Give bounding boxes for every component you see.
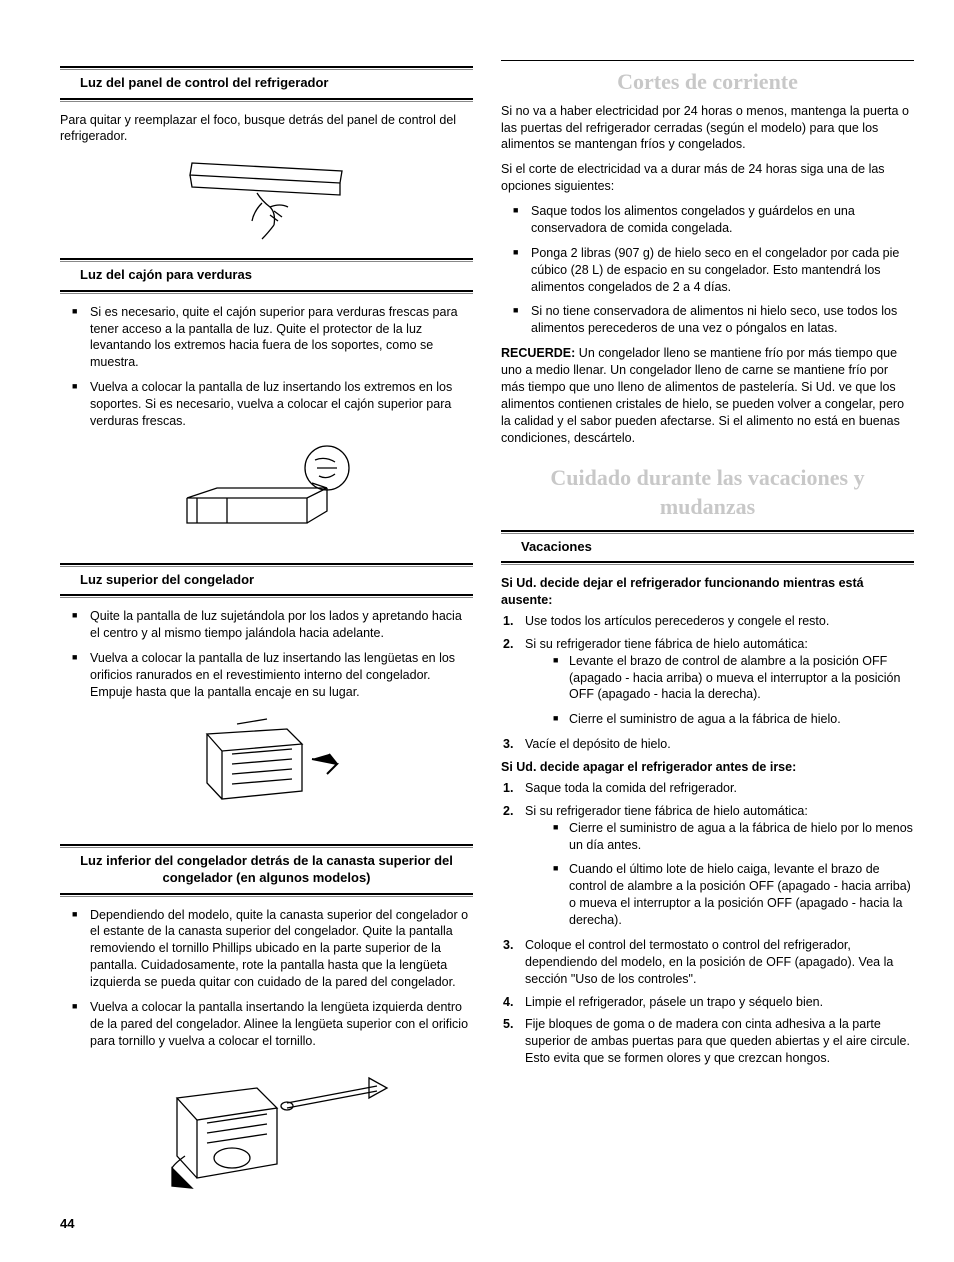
list-item: Si su refrigerador tiene fábrica de hiel… [501,636,914,728]
paragraph: Para quitar y reemplazar el foco, busque… [60,112,473,146]
list-item: Fije bloques de goma o de madera con cin… [501,1016,914,1067]
paragraph: Si no va a haber electricidad por 24 hor… [501,103,914,154]
list-item: Levante el brazo de control de alambre a… [525,653,914,704]
rule [60,563,473,567]
list-item: Coloque el control del termostato o cont… [501,937,914,988]
bullet-list: Si es necesario, quite el cajón superior… [60,304,473,430]
figure-panel-light [60,153,473,248]
list-item: Cierre el suministro de agua a la fábric… [525,711,914,728]
list-item: Dependiendo del modelo, quite la canasta… [60,907,473,991]
subheading-off: Si Ud. decide apagar el refrigerador ant… [501,759,914,776]
list-item: Si no tiene conservadora de alimentos ni… [501,303,914,337]
rule [60,290,473,294]
paragraph-remember: RECUERDE: Un congelador lleno se mantien… [501,345,914,446]
paragraph: Si el corte de electricidad va a durar m… [501,161,914,195]
heading-vacaciones: Vacaciones [501,538,914,559]
rule [501,530,914,534]
numbered-list: Use todos los artículos perecederos y co… [501,613,914,753]
list-item: Ponga 2 libras (907 g) de hielo seco en … [501,245,914,296]
subheading-running: Si Ud. decide dejar el refrigerador func… [501,575,914,609]
bullet-list: Saque todos los alimentos congelados y g… [501,203,914,337]
text: Un congelador lleno se mantiene frío por… [501,346,904,444]
section-title-vacation: Cuidado durante las vacaciones y mudanza… [501,464,914,521]
numbered-list: Saque toda la comida del refrigerador. S… [501,780,914,1067]
figure-crisper-light [60,438,473,553]
rule [60,844,473,848]
right-column: Cortes de corriente Si no va a haber ele… [501,60,914,1222]
text: Si su refrigerador tiene fábrica de hiel… [525,637,808,651]
list-item: Cuando el último lote de hielo caiga, le… [525,861,914,929]
rule [60,98,473,102]
list-item: Saque todos los alimentos congelados y g… [501,203,914,237]
rule [60,594,473,598]
list-item: Quite la pantalla de luz sujetándola por… [60,608,473,642]
left-column: Luz del panel de control del refrigerado… [60,60,473,1222]
list-item: Si es necesario, quite el cajón superior… [60,304,473,372]
rule [60,893,473,897]
list-item: Vuelva a colocar la pantalla insertando … [60,999,473,1050]
bullet-list: Dependiendo del modelo, quite la canasta… [60,907,473,1050]
list-item: Si su refrigerador tiene fábrica de hiel… [501,803,914,929]
list-item: Limpie el refrigerador, pásele un trapo … [501,994,914,1011]
text: Si su refrigerador tiene fábrica de hiel… [525,804,808,818]
figure-freezer-top-light [60,709,473,834]
heading-panel-light: Luz del panel de control del refrigerado… [60,74,473,95]
rule [60,258,473,262]
figure-freezer-lower-light [60,1058,473,1213]
list-item: Vacíe el depósito de hielo. [501,736,914,753]
label-remember: RECUERDE: [501,346,575,360]
section-title-outage: Cortes de corriente [501,67,914,97]
rule [60,66,473,70]
bullet-list: Cierre el suministro de agua a la fábric… [525,820,914,929]
list-item: Cierre el suministro de agua a la fábric… [525,820,914,854]
heading-freezer-lower-light: Luz inferior del congelador detrás de la… [60,852,473,890]
page-number: 44 [60,1215,74,1233]
rule [501,60,914,61]
list-item: Vuelva a colocar la pantalla de luz inse… [60,650,473,701]
heading-crisper-light: Luz del cajón para verduras [60,266,473,287]
bullet-list: Quite la pantalla de luz sujetándola por… [60,608,473,700]
list-item: Vuelva a colocar la pantalla de luz inse… [60,379,473,430]
list-item: Saque toda la comida del refrigerador. [501,780,914,797]
list-item: Use todos los artículos perecederos y co… [501,613,914,630]
bullet-list: Levante el brazo de control de alambre a… [525,653,914,729]
rule [501,561,914,565]
heading-freezer-top-light: Luz superior del congelador [60,571,473,592]
